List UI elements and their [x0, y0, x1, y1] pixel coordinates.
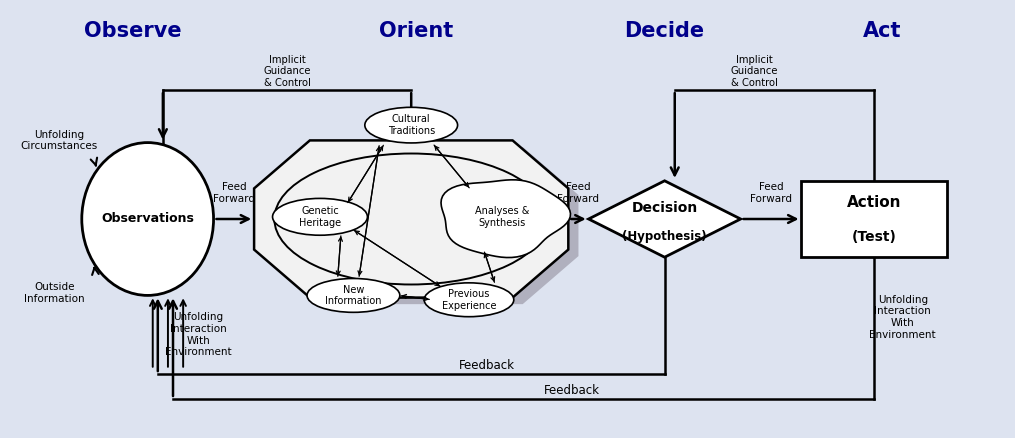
Ellipse shape: [308, 279, 400, 312]
Text: Act: Act: [864, 21, 901, 41]
Polygon shape: [589, 181, 741, 257]
Ellipse shape: [424, 283, 514, 317]
Text: (Test): (Test): [852, 230, 897, 244]
Text: Implicit
Guidance
& Control: Implicit Guidance & Control: [731, 55, 779, 88]
Text: Unfolding
Interaction
With
Environment: Unfolding Interaction With Environment: [165, 312, 231, 357]
Text: Observations: Observations: [102, 212, 194, 226]
Text: Unfolding
Interaction
With
Environment: Unfolding Interaction With Environment: [870, 295, 936, 339]
Text: (Hypothesis): (Hypothesis): [622, 230, 706, 243]
Ellipse shape: [364, 107, 458, 143]
Text: Feedback: Feedback: [459, 359, 516, 372]
Text: Decide: Decide: [624, 21, 704, 41]
Text: Outside
Information: Outside Information: [24, 283, 84, 304]
Text: Feed
Forward: Feed Forward: [213, 182, 255, 204]
FancyBboxPatch shape: [802, 181, 947, 257]
Text: Genetic
Heritage: Genetic Heritage: [299, 206, 341, 228]
Text: Analyses &
Synthesis: Analyses & Synthesis: [475, 206, 530, 228]
Text: Action: Action: [848, 195, 901, 210]
Text: Unfolding
Circumstances: Unfolding Circumstances: [21, 130, 98, 151]
Text: Feedback: Feedback: [544, 384, 600, 397]
Polygon shape: [254, 141, 568, 297]
Ellipse shape: [82, 143, 213, 295]
Text: Decision: Decision: [631, 201, 697, 215]
Polygon shape: [264, 147, 579, 304]
Text: New
Information: New Information: [325, 285, 382, 306]
Text: Feed
Forward: Feed Forward: [750, 182, 792, 204]
Text: Observe: Observe: [83, 21, 182, 41]
Text: Orient: Orient: [380, 21, 454, 41]
Text: Implicit
Guidance
& Control: Implicit Guidance & Control: [263, 55, 311, 88]
Polygon shape: [441, 180, 570, 258]
Text: Feed
Forward: Feed Forward: [557, 182, 600, 204]
Ellipse shape: [273, 198, 367, 235]
Text: Previous
Experience: Previous Experience: [442, 289, 496, 311]
Text: Cultural
Traditions: Cultural Traditions: [388, 114, 434, 136]
